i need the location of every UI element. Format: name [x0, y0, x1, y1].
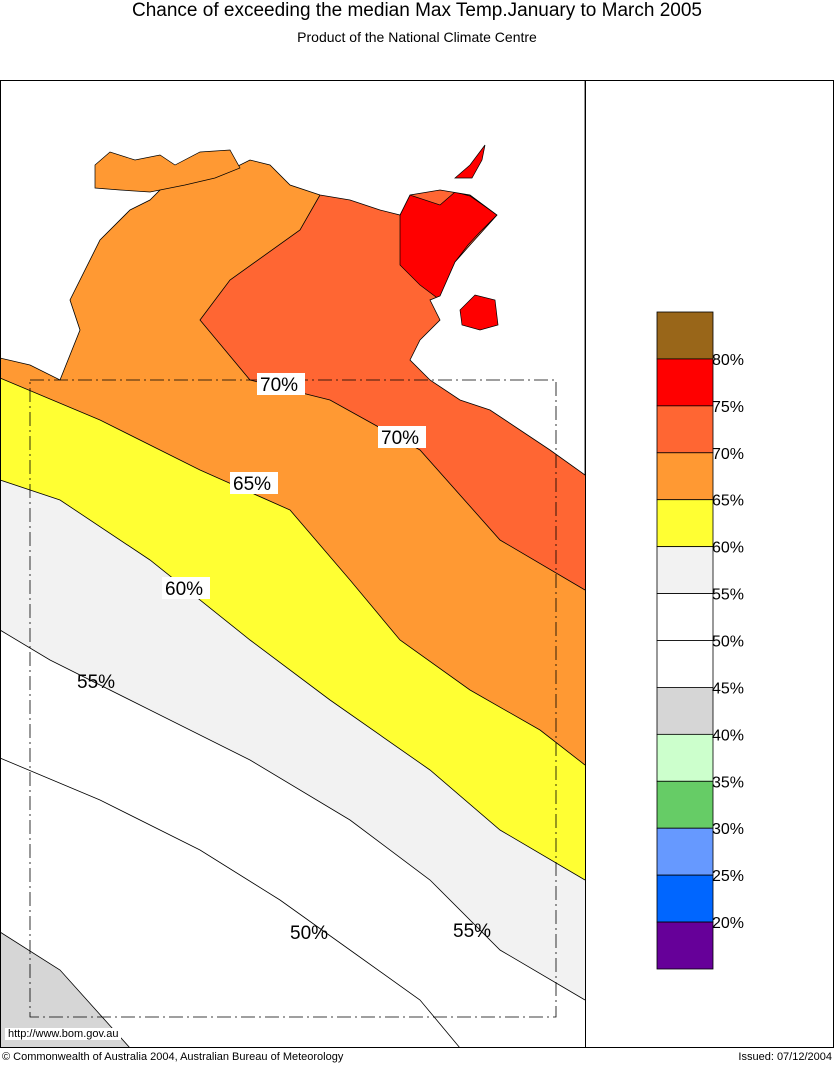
- map-subtitle: Product of the National Climate Centre: [297, 29, 537, 45]
- map-title: Chance of exceeding the median Max Temp.…: [132, 0, 702, 21]
- data-boundary: [29, 379, 557, 1018]
- issued-date: Issued: 07/12/2004: [738, 1051, 832, 1063]
- legend-swatch: [656, 640, 714, 688]
- website-url: http://www.bom.gov.au: [5, 1028, 122, 1040]
- contour-label: 65%: [233, 474, 271, 495]
- contour-label: 55%: [77, 672, 115, 693]
- contour-45: [1, 932, 131, 1048]
- legend-label: 70%: [712, 446, 744, 463]
- legend-label: 80%: [712, 352, 744, 369]
- legend-swatch: [656, 499, 714, 548]
- legend-label: 45%: [712, 680, 744, 697]
- legend-label: 50%: [712, 634, 744, 651]
- legend-swatch: [656, 827, 714, 876]
- legend-label: 30%: [712, 821, 744, 838]
- contour-label: 70%: [381, 428, 419, 449]
- legend-label: 65%: [712, 493, 744, 510]
- legend-label: 60%: [712, 540, 744, 557]
- legend-swatch: [656, 452, 714, 501]
- legend-label: 25%: [712, 868, 744, 885]
- contour-label: 55%: [453, 921, 491, 942]
- contour-label: 70%: [260, 375, 298, 396]
- contour-60: [1, 479, 585, 881]
- legend-swatch: [656, 358, 714, 407]
- contour-50: [1, 757, 461, 1048]
- contour-65: [1, 377, 585, 766]
- legend-swatch: [656, 311, 714, 360]
- legend-swatch: [656, 921, 714, 970]
- legend-label: 75%: [712, 399, 744, 416]
- legend-swatch: [656, 405, 714, 454]
- band-40-45: [1, 932, 130, 1048]
- legend-swatch: [656, 733, 714, 782]
- wessel-islands: [454, 144, 486, 179]
- contour-55: [1, 630, 585, 1001]
- legend-swatch: [656, 780, 714, 829]
- legend: 80% 75% 70% 65% 60% 55% 50% 45% 40% 35% 30% 25% 20%: [656, 311, 744, 970]
- tiwi-islands: [94, 149, 241, 193]
- legend-swatch: [656, 687, 714, 735]
- legend-label: 35%: [712, 774, 744, 791]
- band-75-80: [399, 191, 498, 301]
- legend-label: 40%: [712, 727, 744, 744]
- contour-label: 50%: [290, 923, 328, 944]
- copyright-notice: © Commonwealth of Australia 2004, Austra…: [2, 1051, 344, 1063]
- legend-swatch: [656, 546, 714, 594]
- groote-island: [459, 294, 499, 331]
- legend-swatch: [656, 874, 714, 923]
- legend-label: 20%: [712, 915, 744, 932]
- legend-swatch: [656, 593, 714, 641]
- contour-label: 60%: [165, 579, 203, 600]
- legend-label: 55%: [712, 587, 744, 604]
